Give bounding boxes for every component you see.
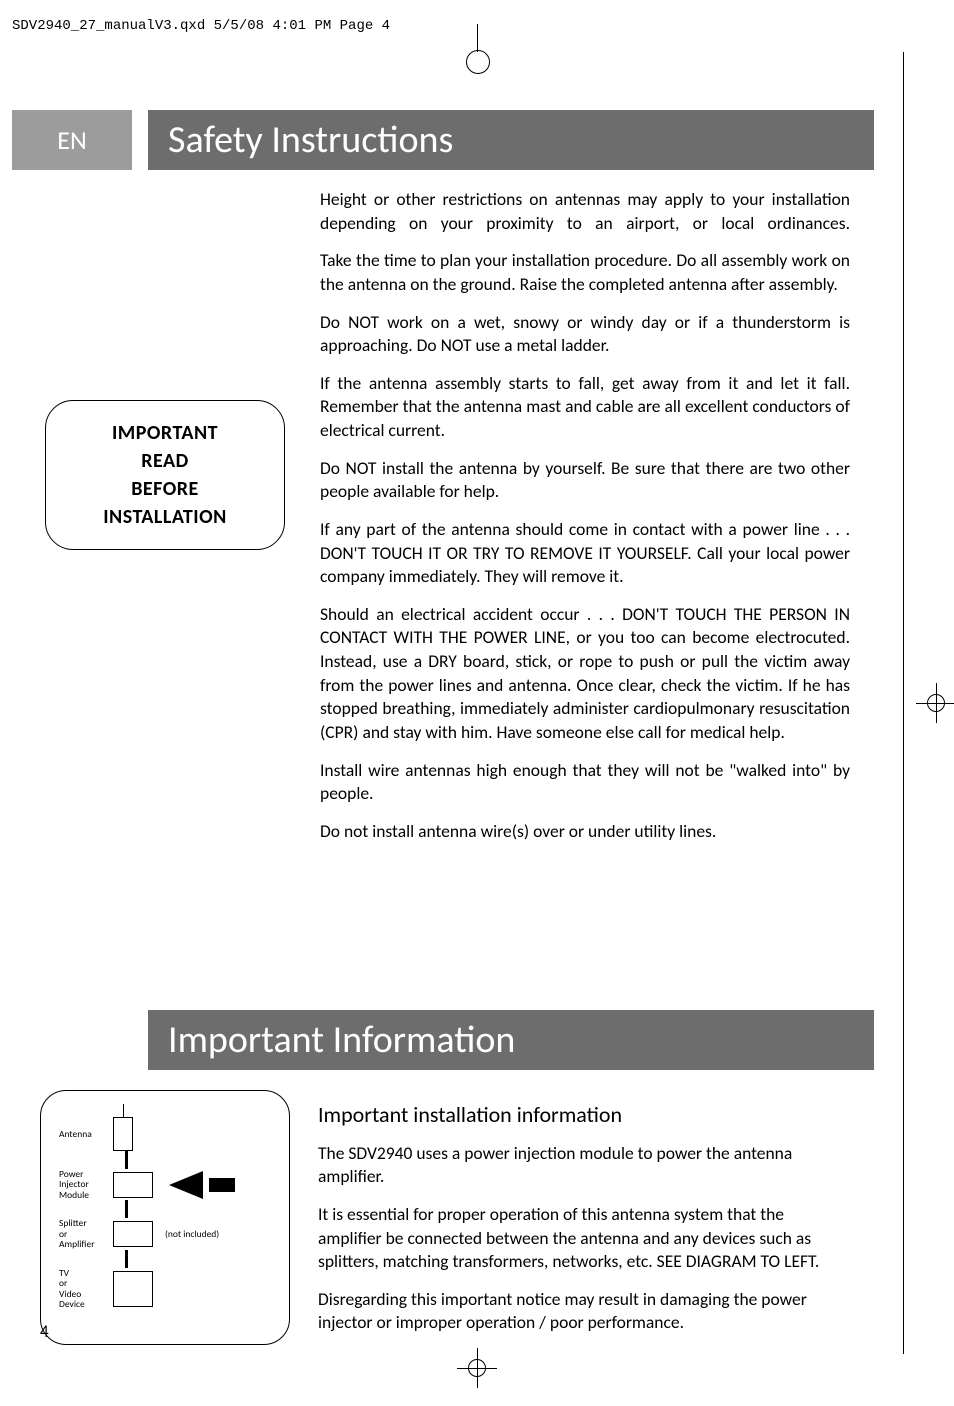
section2-heading: Important installation information	[318, 1100, 850, 1130]
diagram-tv-box	[113, 1271, 153, 1307]
para: It is essential for proper operation of …	[318, 1203, 850, 1274]
para: If the antenna assembly starts to fall, …	[320, 372, 850, 443]
diagram-tv-label: TV or Video Device	[59, 1268, 107, 1310]
wiring-diagram: Antenna Power Injector Module Splitter o…	[40, 1090, 290, 1345]
diagram-splitter-label: Splitter or Amplifier	[59, 1218, 107, 1249]
arrow-stem	[209, 1178, 235, 1192]
section2-title-bar: Important Information	[148, 1010, 874, 1070]
diagram-connector	[125, 1200, 128, 1218]
crop-mark-right	[916, 683, 954, 723]
para: Do NOT install the antenna by yourself. …	[320, 457, 850, 504]
callout-line: READ	[141, 447, 189, 475]
label-line: Module	[59, 1190, 107, 1200]
section1-title-bar: Safety Instructions	[148, 110, 874, 170]
diagram-connector	[125, 1151, 128, 1169]
language-tab: EN	[12, 110, 132, 170]
callout-line: IMPORTANT	[112, 419, 218, 447]
diagram-injector-box	[113, 1172, 153, 1198]
para: Do not install antenna wire(s) over or u…	[320, 820, 850, 844]
diagram-splitter-box	[113, 1221, 153, 1247]
para: Disregarding this important notice may r…	[318, 1288, 850, 1335]
section1-body: Height or other restrictions on antennas…	[320, 188, 850, 857]
callout-line: BEFORE	[131, 475, 199, 503]
diagram-antenna-icon	[113, 1117, 133, 1151]
para: If any part of the antenna should come i…	[320, 518, 850, 589]
para: Do NOT work on a wet, snowy or windy day…	[320, 311, 850, 358]
para: Install wire antennas high enough that t…	[320, 759, 850, 806]
para: Height or other restrictions on antennas…	[320, 188, 850, 235]
important-callout: IMPORTANT READ BEFORE INSTALLATION	[45, 400, 285, 550]
print-header: SDV2940_27_manualV3.qxd 5/5/08 4:01 PM P…	[12, 18, 390, 34]
not-included-label: (not included)	[165, 1229, 219, 1239]
arrow-icon	[169, 1171, 203, 1199]
callout-line: INSTALLATION	[103, 503, 227, 531]
para: Should an electrical accident occur . . …	[320, 603, 850, 745]
label-line: Device	[59, 1299, 107, 1309]
label-line: or	[59, 1278, 107, 1288]
page-number: 4	[40, 1321, 49, 1342]
section2-body: Important installation information The S…	[318, 1100, 850, 1349]
para: The SDV2940 uses a power injection modul…	[318, 1142, 850, 1189]
label-line: Amplifier	[59, 1239, 107, 1249]
diagram-antenna-label: Antenna	[59, 1129, 107, 1139]
crop-mark-bottom	[457, 1348, 497, 1388]
para: Take the time to plan your installation …	[320, 249, 850, 296]
diagram-connector	[125, 1250, 128, 1268]
diagram-injector-label: Power Injector Module	[59, 1169, 107, 1200]
